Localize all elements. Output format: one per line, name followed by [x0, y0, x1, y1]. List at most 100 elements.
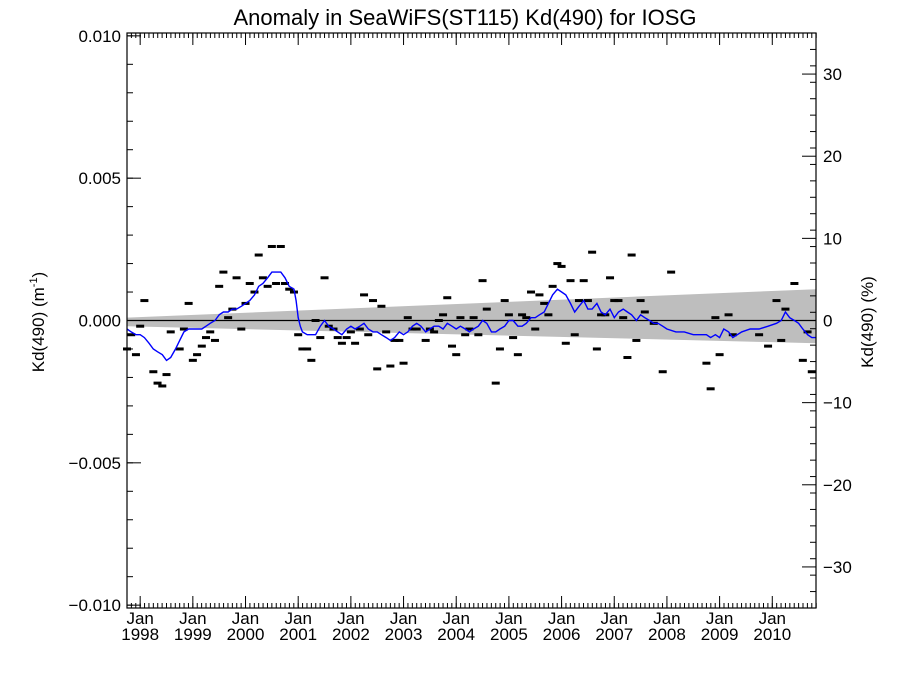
chart-title: Anomaly in SeaWiFS(ST115) Kd(490) for IO… — [234, 5, 697, 30]
anomaly-point — [597, 313, 606, 317]
anomaly-point — [188, 358, 197, 362]
anomaly-point — [320, 276, 329, 280]
anomaly-point — [276, 244, 285, 248]
anomaly-point — [606, 276, 615, 280]
anomaly-point — [540, 301, 549, 305]
anomaly-point — [439, 313, 448, 317]
x-tick-year: 2001 — [279, 625, 317, 644]
anomaly-point — [474, 333, 483, 337]
anomaly-point — [250, 290, 259, 294]
x-tick-month: Jan — [337, 609, 364, 628]
anomaly-point — [500, 299, 509, 303]
right-tick-label: 30 — [823, 65, 842, 84]
anomaly-point — [360, 293, 369, 297]
anomaly-point — [267, 244, 276, 248]
anomaly-point — [518, 313, 527, 317]
x-tick-year: 2005 — [490, 625, 528, 644]
anomaly-point — [377, 304, 386, 308]
anomaly-point — [232, 276, 241, 280]
x-tick-month: Jan — [495, 609, 522, 628]
anomaly-point — [579, 279, 588, 283]
x-tick-month: Jan — [443, 609, 470, 628]
anomaly-point — [272, 281, 281, 285]
anomaly-point — [509, 336, 518, 340]
anomaly-point — [711, 316, 720, 320]
anomaly-point — [614, 299, 623, 303]
right-tick-label: 0 — [823, 312, 832, 331]
anomaly-point — [803, 330, 812, 334]
anomaly-point — [311, 319, 320, 322]
x-tick-year: 2009 — [701, 625, 739, 644]
x-tick-month: Jan — [390, 609, 417, 628]
left-tick-label: −0.005 — [69, 454, 121, 473]
anomaly-point — [623, 356, 632, 360]
anomaly-point — [237, 327, 246, 331]
anomaly-point — [658, 370, 667, 374]
anomaly-point — [553, 262, 562, 266]
anomaly-point — [469, 316, 478, 320]
anomaly-point — [382, 330, 391, 334]
anomaly-point — [127, 333, 136, 337]
anomaly-point — [166, 330, 175, 334]
right-tick-label: 20 — [823, 147, 842, 166]
anomaly-point — [610, 299, 619, 303]
anomaly-point — [544, 313, 553, 317]
anomaly-point — [298, 347, 307, 351]
anomaly-point — [790, 281, 799, 285]
x-tick-month: Jan — [126, 609, 153, 628]
anomaly-point — [342, 336, 351, 340]
anomaly-point — [285, 287, 294, 291]
x-tick-year: 2006 — [543, 625, 581, 644]
right-y-axis: −30 −20 −10 0 10 20 30 — [802, 32, 852, 609]
right-tick-label: −20 — [823, 476, 852, 495]
anomaly-point — [764, 344, 773, 348]
x-tick-month: Jan — [759, 609, 786, 628]
x-tick-year: 2004 — [437, 625, 475, 644]
anomaly-point — [443, 296, 452, 300]
anomaly-point — [210, 338, 219, 342]
x-tick-year: 2010 — [753, 625, 791, 644]
anomaly-point — [636, 299, 645, 303]
x-tick-month: Jan — [706, 609, 733, 628]
x-tick-year: 2003 — [385, 625, 423, 644]
anomaly-point — [219, 270, 228, 274]
anomaly-point — [386, 364, 395, 368]
anomaly-point — [640, 310, 649, 314]
anomaly-point — [527, 290, 536, 294]
anomaly-point — [294, 333, 303, 337]
anomaly-point — [478, 279, 487, 283]
anomaly-point — [548, 284, 557, 288]
x-tick-year: 2007 — [595, 625, 633, 644]
x-tick-year: 1999 — [174, 625, 212, 644]
anomaly-point — [522, 316, 531, 320]
anomaly-point — [755, 333, 764, 337]
anomaly-point — [258, 276, 267, 280]
anomaly-point — [131, 353, 140, 357]
anomaly-point — [162, 373, 171, 377]
anomaly-point — [175, 347, 184, 351]
anomaly-point — [772, 299, 781, 303]
anomaly-point — [728, 333, 737, 337]
left-tick-label: 0.000 — [78, 312, 121, 331]
anomaly-point — [215, 284, 224, 288]
anomaly-point — [504, 313, 513, 317]
anomaly-point — [632, 338, 641, 342]
smoothed-anomaly-line — [126, 271, 816, 362]
x-tick-month: Jan — [284, 609, 311, 628]
anomaly-point — [619, 316, 628, 320]
anomaly-point — [452, 353, 461, 357]
anomaly-point — [224, 316, 233, 320]
anomaly-point — [395, 338, 404, 342]
anomaly-point — [245, 281, 254, 285]
anomaly-point — [202, 336, 211, 340]
anomaly-point — [399, 361, 408, 365]
anomaly-point — [136, 324, 145, 328]
plot-area — [123, 32, 817, 609]
x-tick-year: 2000 — [227, 625, 265, 644]
right-y-axis-title: Kd(490) (%) — [858, 276, 877, 368]
anomaly-point — [153, 381, 162, 385]
anomaly-point — [281, 281, 290, 285]
right-tick-label: 10 — [823, 229, 842, 248]
x-tick-year: 1998 — [121, 625, 159, 644]
